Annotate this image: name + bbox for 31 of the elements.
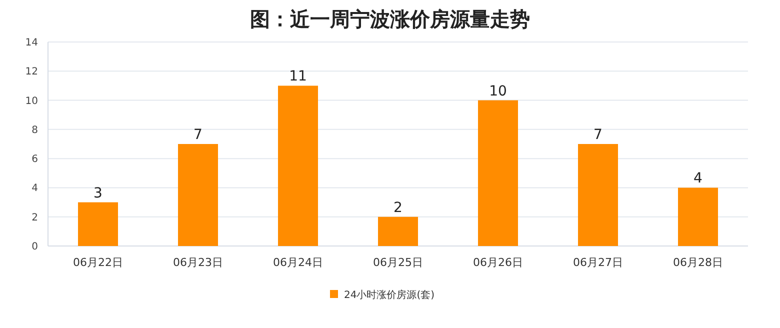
- data-label: 7: [594, 127, 602, 143]
- x-tick-label: 06月28日: [673, 256, 723, 269]
- y-tick-label: 12: [25, 66, 38, 78]
- bar: [378, 216, 418, 246]
- bar: [278, 86, 318, 246]
- y-tick-label: 0: [32, 242, 38, 252]
- data-label: 2: [394, 200, 402, 216]
- chart-title: 图：近一周宁波涨价房源量走势: [250, 7, 530, 31]
- y-tick-label: 8: [32, 124, 38, 136]
- y-tick-label: 10: [25, 96, 38, 107]
- y-tick-label: 2: [32, 212, 38, 224]
- bar: [78, 202, 118, 246]
- bar: [578, 144, 618, 246]
- data-label: 4: [694, 170, 703, 187]
- legend-label: 24小时涨价房源(套): [344, 289, 435, 301]
- x-tick-label: 06月27日: [573, 256, 623, 269]
- bar: [478, 100, 518, 246]
- x-tick-label: 06月25日: [373, 256, 423, 269]
- bar: [678, 188, 718, 246]
- data-label: 10: [489, 83, 507, 100]
- x-tick-label: 06月24日: [273, 256, 323, 269]
- x-tick-label: 06月26日: [473, 256, 523, 269]
- x-tick-label: 06月23日: [173, 256, 223, 269]
- data-label: 11: [289, 68, 307, 85]
- x-tick-label: 06月22日: [73, 256, 123, 269]
- bar: [178, 144, 218, 246]
- data-label: 7: [194, 127, 202, 143]
- y-tick-label: 4: [32, 183, 38, 194]
- data-label: 3: [94, 185, 102, 202]
- y-tick-label: 6: [32, 154, 38, 166]
- y-tick-label: 14: [25, 38, 38, 48]
